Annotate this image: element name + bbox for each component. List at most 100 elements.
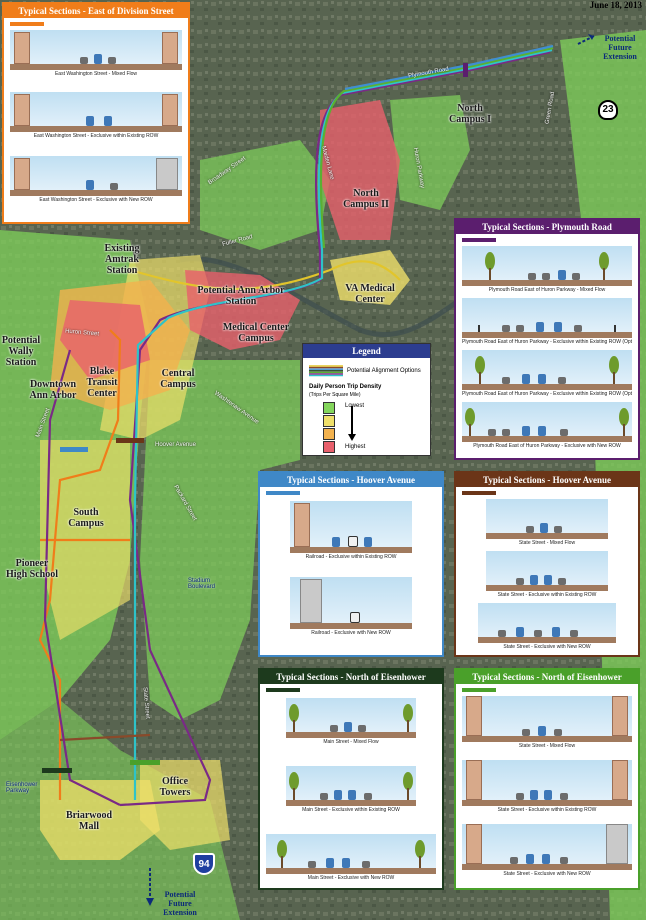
panel-hoover-state-title: Typical Sections - Hoover Avenue <box>456 473 638 487</box>
alignment-brown <box>59 733 151 742</box>
caption-hoover-rail-new: Railroad - Exclusive with New ROW <box>311 630 391 636</box>
street-hoover: Hoover Avenue <box>155 442 196 448</box>
label-north-campus-ii: North Campus II <box>343 188 389 210</box>
legend-density-arrowhead <box>348 434 356 441</box>
legend-swatch-highest <box>323 441 335 453</box>
caption-eisen-state-new: State Street - Exclusive with New ROW <box>503 871 591 877</box>
section-division-mixed: East Washington Street - Mixed Flow <box>10 30 182 78</box>
section-plymouth-existing-1: Plymouth Road East of Huron Parkway - Ex… <box>462 298 632 346</box>
label-blake: Blake Transit Center <box>86 366 118 399</box>
south-extension-arrowhead <box>146 898 154 906</box>
density-zone-lowest-north <box>200 140 330 250</box>
legend-alignment-lines <box>309 365 343 377</box>
street-eisenhower: Eisenhower Parkway <box>6 782 38 794</box>
panel-division-swatch <box>10 22 44 26</box>
caption-eisen-state-existing: State Street - Exclusive within Existing… <box>497 807 597 813</box>
caption-plymouth-new: Plymouth Road East of Huron Parkway - Ex… <box>473 443 621 449</box>
legend-lowest-label: Lowest <box>345 403 365 409</box>
density-zone-high-medical <box>185 270 300 350</box>
marker-hoover-state <box>116 438 144 443</box>
label-amtrak: Existing Amtrak Station <box>104 243 140 276</box>
section-hoover-state-new: State Street - Exclusive with New ROW <box>478 603 616 651</box>
caption-hoover-state-new: State Street - Exclusive with New ROW <box>503 644 591 650</box>
label-office: Office Towers <box>159 776 191 798</box>
caption-division-mixed: East Washington Street - Mixed Flow <box>54 71 138 77</box>
density-zone-low-office <box>140 760 230 850</box>
legend-density-sub: (Trips Per Square Mile) <box>309 392 361 398</box>
caption-division-existing: East Washington Street - Exclusive withi… <box>33 133 159 139</box>
section-division-new: East Washington Street - Exclusive with … <box>10 156 182 204</box>
panel-hoover-state-swatch <box>462 491 496 495</box>
legend-alignment-swatch <box>309 365 343 377</box>
label-aa-station: Potential Ann Arbor Station <box>197 285 285 307</box>
section-hoover-state-existing: State Street - Exclusive within Existing… <box>486 551 608 599</box>
caption-plymouth-existing-1: Plymouth Road East of Huron Parkway - Ex… <box>462 339 632 345</box>
label-north-campus-i: North Campus I <box>449 103 491 125</box>
label-medical: Medical Center Campus <box>222 322 290 344</box>
caption-plymouth-mixed: Plymouth Road East of Huron Parkway - Mi… <box>488 287 606 293</box>
i94-label: 94 <box>198 859 210 870</box>
panel-eisen-main: Typical Sections - North of Eisenhower M… <box>258 668 444 890</box>
marker-eisen-main <box>42 768 72 773</box>
label-briarwood: Briarwood Mall <box>65 810 113 832</box>
marker-plymouth <box>463 63 468 77</box>
street-stadium: Stadium Boulevard <box>188 578 216 590</box>
label-downtown: Downtown Ann Arbor <box>29 379 77 401</box>
section-division-existing: East Washington Street - Exclusive withi… <box>10 92 182 140</box>
caption-eisen-main-new: Main Street - Exclusive with New ROW <box>307 875 395 881</box>
density-zone-high-downtown <box>60 300 150 380</box>
legend-density-title: Daily Person Trip Density <box>309 384 382 390</box>
label-south-campus: South Campus <box>68 507 104 529</box>
alignment-lines <box>38 44 554 807</box>
legend-swatch-low <box>323 415 335 427</box>
alignment-green <box>319 46 554 249</box>
panel-eisen-main-title: Typical Sections - North of Eisenhower <box>260 670 442 684</box>
map-date: June 18, 2013 <box>589 0 642 10</box>
panel-hoover-rail: Typical Sections - Hoover Avenue Railroa… <box>258 471 444 657</box>
label-va: VA Medical Center <box>345 283 395 305</box>
caption-hoover-state-existing: State Street - Exclusive within Existing… <box>497 592 597 598</box>
legend-swatch-medium <box>323 428 335 440</box>
caption-eisen-main-existing: Main Street - Exclusive within Existing … <box>302 807 400 813</box>
huron-river <box>179 256 462 337</box>
legend-swatch-lowest <box>323 402 335 414</box>
alignment-blue <box>344 44 554 91</box>
section-eisen-main-new: Main Street - Exclusive with New ROW <box>266 834 436 882</box>
caption-division-new: East Washington Street - Exclusive with … <box>39 197 153 203</box>
panel-east-of-division: Typical Sections - East of Division Stre… <box>2 2 190 224</box>
section-plymouth-new: Plymouth Road East of Huron Parkway - Ex… <box>462 402 632 450</box>
legend-box: Legend Potential Alignment Options Daily… <box>302 343 431 456</box>
caption-eisen-main-mixed: Main Street - Mixed Flow <box>323 739 379 745</box>
density-zone-lowest-southeast <box>140 360 300 720</box>
caption-plymouth-existing-2: Plymouth Road East of Huron Parkway - Ex… <box>462 391 632 397</box>
panel-hoover-rail-title: Typical Sections - Hoover Avenue <box>260 473 442 487</box>
panel-hoover-rail-swatch <box>266 491 300 495</box>
section-plymouth-existing-2: Plymouth Road East of Huron Parkway - Ex… <box>462 350 632 398</box>
label-pioneer: Pioneer High School <box>6 558 58 580</box>
panel-plymouth-title: Typical Sections - Plymouth Road <box>456 220 638 234</box>
us23-shield: 23 <box>598 100 618 120</box>
panel-eisen-main-swatch <box>266 688 300 692</box>
legend-title: Legend <box>303 344 430 358</box>
density-zone-lowest-northeast <box>390 95 470 210</box>
section-eisen-state-existing: State Street - Exclusive within Existing… <box>462 760 632 814</box>
legend-highest-label: Highest <box>345 444 366 450</box>
caption-eisen-state-mixed: State Street - Mixed Flow <box>518 743 576 749</box>
alignment-purple-west <box>43 349 121 806</box>
section-plymouth-mixed: Plymouth Road East of Huron Parkway - Mi… <box>462 246 632 294</box>
section-hoover-state-mixed: State Street - Mixed Flow <box>486 499 608 547</box>
panel-plymouth-swatch <box>462 238 496 242</box>
panel-division-title: Typical Sections - East of Division Stre… <box>4 4 188 18</box>
section-eisen-main-existing: Main Street - Exclusive within Existing … <box>286 766 416 814</box>
section-hoover-rail-new: Railroad - Exclusive with New ROW <box>290 577 412 637</box>
section-eisen-state-new: State Street - Exclusive with New ROW <box>462 824 632 878</box>
south-extension-label: Potential Future Extension <box>163 890 197 917</box>
us23-label: 23 <box>602 104 614 115</box>
marker-eisen-state <box>130 760 160 765</box>
legend-density-arrow <box>351 406 353 436</box>
section-eisen-main-mixed: Main Street - Mixed Flow <box>286 698 416 746</box>
panel-eisen-state-swatch <box>462 688 496 692</box>
density-zone-low-briarwood <box>40 780 160 860</box>
